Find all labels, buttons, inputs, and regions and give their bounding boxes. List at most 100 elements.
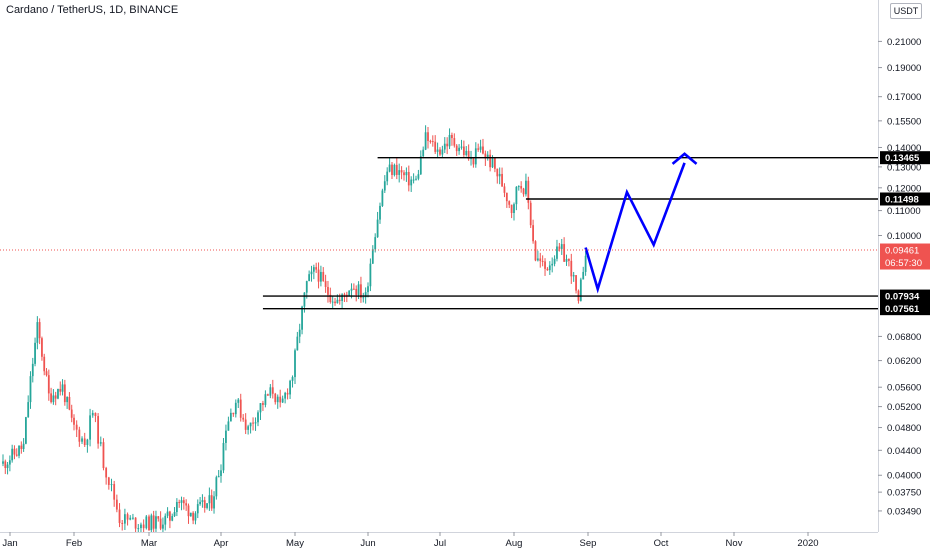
candle-body xyxy=(301,306,303,330)
candle-body xyxy=(510,204,513,214)
candle-body xyxy=(152,515,155,529)
candle-body xyxy=(132,517,134,519)
candle-body xyxy=(271,387,274,394)
candle xyxy=(472,157,475,168)
candle-body xyxy=(137,528,140,530)
candle xyxy=(525,173,527,197)
candle-body xyxy=(560,244,563,249)
candle-body xyxy=(393,164,396,175)
candle-body xyxy=(379,205,381,220)
candle-body xyxy=(448,134,451,147)
last-price-box[interactable] xyxy=(880,243,930,270)
candle-body xyxy=(395,164,398,175)
candle xyxy=(510,204,513,219)
candle xyxy=(415,175,417,181)
time-tick-label: Jun xyxy=(360,538,375,549)
candle-body xyxy=(206,503,208,508)
candle-body xyxy=(266,394,269,396)
candle-body xyxy=(419,156,422,175)
candle xyxy=(81,436,83,444)
candle-body xyxy=(501,173,503,187)
candle-body xyxy=(503,186,506,193)
candle xyxy=(558,242,561,252)
candle xyxy=(436,142,439,158)
candle-body xyxy=(520,186,523,189)
candle-body xyxy=(350,288,353,291)
currency-button[interactable]: USDT xyxy=(890,3,922,19)
candle xyxy=(102,438,105,471)
candle-body xyxy=(565,259,568,262)
candle xyxy=(534,240,537,262)
candle xyxy=(286,388,289,400)
candle-body xyxy=(63,384,66,403)
price-tick-label: 0.03490 xyxy=(887,506,921,517)
projection-arrowhead[interactable] xyxy=(671,152,698,165)
projection-path[interactable] xyxy=(584,152,698,294)
last-price-label: 0.09461 xyxy=(885,246,919,257)
projection-line[interactable] xyxy=(584,162,686,294)
candle xyxy=(320,265,322,287)
candle xyxy=(584,249,587,276)
candle-body xyxy=(352,288,355,290)
candle-body xyxy=(110,484,113,486)
candle xyxy=(388,157,391,173)
level-label-box[interactable] xyxy=(880,289,930,303)
candle-body xyxy=(150,515,153,531)
candle-body xyxy=(162,524,164,529)
candle xyxy=(89,408,91,447)
candle-body xyxy=(534,241,537,261)
candle-body xyxy=(291,377,294,381)
candle xyxy=(210,489,213,511)
candle xyxy=(529,200,532,229)
candle xyxy=(94,412,97,423)
candle-body xyxy=(66,396,69,403)
candle-body xyxy=(415,178,417,180)
candle-body xyxy=(45,371,48,376)
candle-body xyxy=(357,284,360,295)
time-tick-label: Jul xyxy=(434,538,446,549)
candle-body xyxy=(123,514,126,524)
candle-body xyxy=(294,350,296,378)
time-tick-label: Oct xyxy=(654,538,669,549)
candle xyxy=(43,353,46,376)
level-label-box[interactable] xyxy=(880,151,930,165)
candle xyxy=(222,437,225,474)
candle-body xyxy=(166,511,169,516)
candle xyxy=(355,285,358,302)
time-tick-label: 2020 xyxy=(797,538,818,549)
price-axis[interactable]: 0.21000 0.19000 0.17000 0.15500 0.14000 0.130… xyxy=(878,0,932,532)
candle xyxy=(489,149,492,172)
level-label: 0.13465 xyxy=(885,153,920,164)
candle xyxy=(494,157,496,173)
candle-body xyxy=(386,171,389,182)
candle-body xyxy=(436,149,439,152)
time-axis[interactable]: Jan Feb Mar Apr May Jun Jul Aug Sep Oct Nov 2020 xyxy=(0,532,932,550)
candle-body xyxy=(341,294,343,301)
horizontal-levels[interactable] xyxy=(262,156,878,310)
price-tick-label: 0.14000 xyxy=(887,143,921,154)
candle-body xyxy=(29,376,32,403)
candle xyxy=(13,445,16,460)
candle xyxy=(429,139,432,144)
level-label-box[interactable] xyxy=(880,192,930,206)
candle xyxy=(422,146,425,159)
candle-body xyxy=(443,143,446,150)
candle-body xyxy=(513,204,515,214)
candle xyxy=(237,398,240,409)
candle xyxy=(458,144,460,155)
candle xyxy=(331,296,334,309)
candle-body xyxy=(157,516,160,519)
candle xyxy=(115,494,118,513)
candle-body xyxy=(329,294,332,302)
candle xyxy=(560,238,563,255)
price-tick-label: 0.06200 xyxy=(887,356,921,367)
candle xyxy=(553,255,556,267)
candle xyxy=(259,403,262,421)
candle-body xyxy=(61,384,64,392)
time-tick-label: Jan xyxy=(2,538,17,549)
level-label-box[interactable] xyxy=(880,302,930,316)
candle xyxy=(217,470,220,478)
candle xyxy=(544,258,546,276)
candle-body xyxy=(582,271,585,280)
